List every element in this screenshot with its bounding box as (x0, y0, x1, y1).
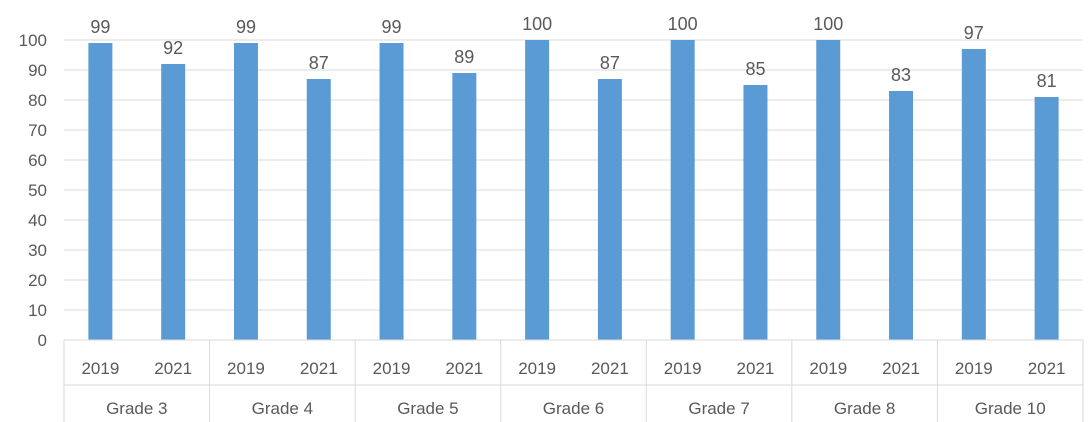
data-label: 89 (454, 47, 474, 67)
data-label: 99 (90, 17, 110, 37)
x-category-label: 2021 (445, 359, 483, 378)
bar-grade-5-2021 (452, 73, 477, 340)
x-category-label: 2019 (81, 359, 119, 378)
y-tick-label: 0 (38, 331, 47, 350)
y-axis: 0 10 20 30 40 50 60 70 80 90 100 (19, 31, 47, 350)
x-category-label: 2019 (664, 359, 702, 378)
data-label: 87 (600, 53, 620, 73)
x-group-label: Grade 7 (688, 399, 749, 418)
y-tick-label: 20 (28, 271, 47, 290)
y-tick-label: 50 (28, 181, 47, 200)
data-label: 83 (891, 65, 911, 85)
bar-grade-3-2019 (88, 43, 113, 340)
x-category-label: 2021 (882, 359, 920, 378)
x-group-label: Grade 8 (834, 399, 895, 418)
x-category-label: 2021 (591, 359, 629, 378)
y-tick-label: 70 (28, 121, 47, 140)
x-category-label: 2021 (300, 359, 338, 378)
bar-grade-5-2019 (379, 43, 404, 340)
x-axis: 2019 2021 Grade 3 2019 2021 Grade 4 2019 2021 Gr… (63, 339, 1084, 422)
y-tick-label: 30 (28, 241, 47, 260)
bar-grade-4-2019 (233, 43, 258, 340)
x-group-label: Grade 6 (543, 399, 604, 418)
bar-grade-8-2019 (816, 40, 841, 340)
bar-grade-7-2019 (670, 40, 695, 340)
bar-grade-6-2021 (597, 79, 622, 340)
data-label: 100 (668, 14, 698, 34)
data-label: 100 (522, 14, 552, 34)
bar-grade-4-2021 (306, 79, 331, 340)
y-tick-label: 40 (28, 211, 47, 230)
x-category-label: 2019 (809, 359, 847, 378)
x-group-label: Grade 3 (106, 399, 167, 418)
x-category-label: 2019 (518, 359, 556, 378)
data-label: 99 (236, 17, 256, 37)
x-group-label: Grade 5 (397, 399, 458, 418)
data-label: 85 (745, 59, 765, 79)
x-category-label: 2021 (1028, 359, 1066, 378)
data-label: 92 (163, 38, 183, 58)
bar-grade-8-2021 (889, 91, 914, 340)
data-label: 100 (813, 14, 843, 34)
y-tick-label: 60 (28, 151, 47, 170)
bar-grade-6-2019 (525, 40, 550, 340)
x-category-label: 2021 (737, 359, 775, 378)
gridlines (64, 39, 1083, 311)
y-tick-label: 10 (28, 301, 47, 320)
y-tick-label: 100 (19, 31, 47, 50)
x-group-label: Grade 4 (252, 399, 313, 418)
x-group-label: Grade 10 (975, 399, 1046, 418)
data-label: 87 (309, 53, 329, 73)
x-category-label: 2019 (373, 359, 411, 378)
bars (88, 40, 1059, 340)
y-tick-label: 90 (28, 61, 47, 80)
data-label: 81 (1037, 71, 1057, 91)
bar-grade-10-2019 (961, 49, 986, 340)
x-category-label: 2019 (955, 359, 993, 378)
data-label: 99 (382, 17, 402, 37)
data-labels: 99 92 99 87 99 89 100 87 100 85 100 83 97 81 (90, 14, 1056, 91)
bar-grade-10-2021 (1034, 97, 1059, 340)
data-label: 97 (964, 23, 984, 43)
bar-grade-7-2021 (743, 85, 768, 340)
x-category-label: 2019 (227, 359, 265, 378)
y-tick-label: 80 (28, 91, 47, 110)
bar-grade-3-2021 (161, 64, 186, 340)
x-category-label: 2021 (154, 359, 192, 378)
